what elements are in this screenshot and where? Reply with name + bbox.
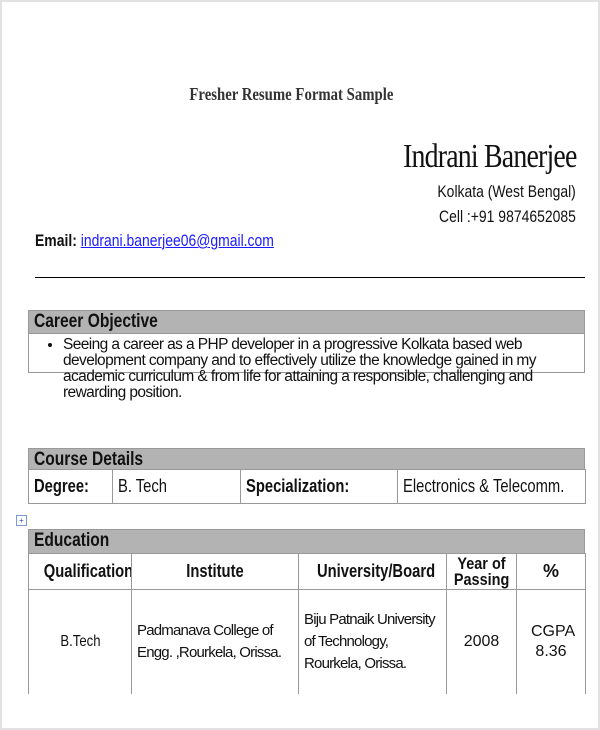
degree-label: Degree: — [28, 469, 113, 504]
column-header: University/Board — [298, 553, 447, 590]
table-row: B.Tech Padmanava College of Engg. ,Rourk… — [28, 589, 586, 694]
column-header: Year of Passing — [446, 553, 517, 590]
year-cell: 2008 — [446, 589, 517, 694]
course-details-heading: Course Details — [28, 448, 585, 470]
column-header: Institute — [131, 553, 299, 590]
divider — [35, 277, 585, 278]
phone: Cell :+91 9874652085 — [439, 207, 576, 226]
career-objective-box: Seeing a career as a PHP developer in a … — [28, 334, 585, 401]
column-header: % — [516, 553, 586, 590]
column-header: Qualification — [28, 553, 132, 590]
career-objective-heading: Career Objective — [28, 310, 585, 334]
specialization-value: Electronics & Telecomm. — [397, 469, 586, 504]
email-link[interactable]: indrani.banerjee06@gmail.com — [80, 231, 274, 250]
objective-bullet: Seeing a career as a PHP developer in a … — [63, 337, 584, 401]
email-line: Email: indrani.banerjee06@gmail.com — [35, 231, 326, 251]
university-cell: Biju Patnaik University of Technology, R… — [298, 589, 447, 694]
score-cell: CGPA 8.36 — [516, 589, 586, 694]
candidate-name: Indrani Banerjee — [402, 138, 577, 175]
education-heading: Education — [28, 529, 585, 554]
degree-value: B. Tech — [112, 469, 241, 504]
location: Kolkata (West Bengal) — [437, 182, 576, 201]
education-table: Qualification Institute University/Board… — [28, 553, 586, 694]
document-title: Fresher Resume Format Sample — [188, 84, 393, 104]
course-details-table: Degree: B. Tech Specialization: Electron… — [28, 469, 586, 504]
email-label: Email: — [35, 231, 77, 250]
specialization-label: Specialization: — [240, 469, 398, 504]
table-move-handle-icon[interactable]: + — [16, 515, 27, 526]
education-header-row: Qualification Institute University/Board… — [28, 553, 586, 590]
qualification-cell: B.Tech — [28, 589, 132, 694]
institute-cell: Padmanava College of Engg. ,Rourkela, Or… — [131, 589, 299, 694]
